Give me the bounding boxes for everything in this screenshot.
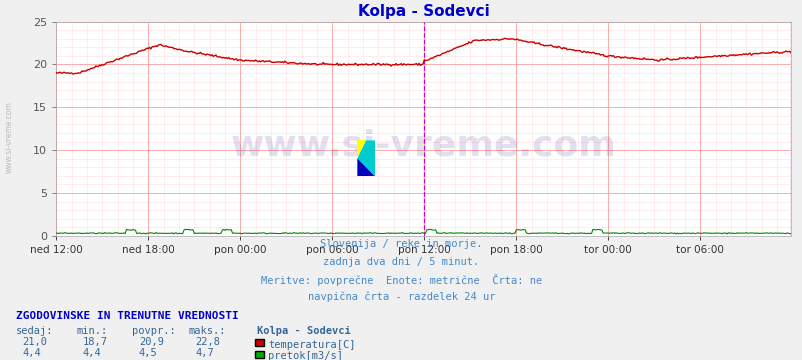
Text: 4,4: 4,4 bbox=[22, 348, 41, 359]
Text: maks.:: maks.: bbox=[188, 326, 226, 336]
Polygon shape bbox=[357, 158, 375, 176]
Text: 4,7: 4,7 bbox=[195, 348, 213, 359]
Title: Kolpa - Sodevci: Kolpa - Sodevci bbox=[357, 4, 489, 19]
Text: www.si-vreme.com: www.si-vreme.com bbox=[5, 101, 14, 173]
Text: 18,7: 18,7 bbox=[83, 337, 107, 347]
Text: Kolpa - Sodevci: Kolpa - Sodevci bbox=[257, 326, 350, 336]
Text: temperatura[C]: temperatura[C] bbox=[268, 340, 355, 350]
Text: ZGODOVINSKE IN TRENUTNE VREDNOSTI: ZGODOVINSKE IN TRENUTNE VREDNOSTI bbox=[16, 311, 238, 321]
Text: Meritve: povprečne  Enote: metrične  Črta: ne: Meritve: povprečne Enote: metrične Črta:… bbox=[261, 274, 541, 286]
Text: min.:: min.: bbox=[76, 326, 107, 336]
Text: 4,4: 4,4 bbox=[83, 348, 101, 359]
Text: zadnja dva dni / 5 minut.: zadnja dva dni / 5 minut. bbox=[323, 257, 479, 267]
Text: 20,9: 20,9 bbox=[139, 337, 164, 347]
Text: 22,8: 22,8 bbox=[195, 337, 220, 347]
Text: povpr.:: povpr.: bbox=[132, 326, 176, 336]
Text: pretok[m3/s]: pretok[m3/s] bbox=[268, 351, 342, 360]
Text: 4,5: 4,5 bbox=[139, 348, 157, 359]
Polygon shape bbox=[357, 140, 375, 176]
Text: 21,0: 21,0 bbox=[22, 337, 47, 347]
Text: Slovenija / reke in morje.: Slovenija / reke in morje. bbox=[320, 239, 482, 249]
Text: navpična črta - razdelek 24 ur: navpična črta - razdelek 24 ur bbox=[307, 291, 495, 302]
Polygon shape bbox=[357, 140, 366, 158]
Text: sedaj:: sedaj: bbox=[16, 326, 54, 336]
Text: www.si-vreme.com: www.si-vreme.com bbox=[230, 129, 616, 163]
